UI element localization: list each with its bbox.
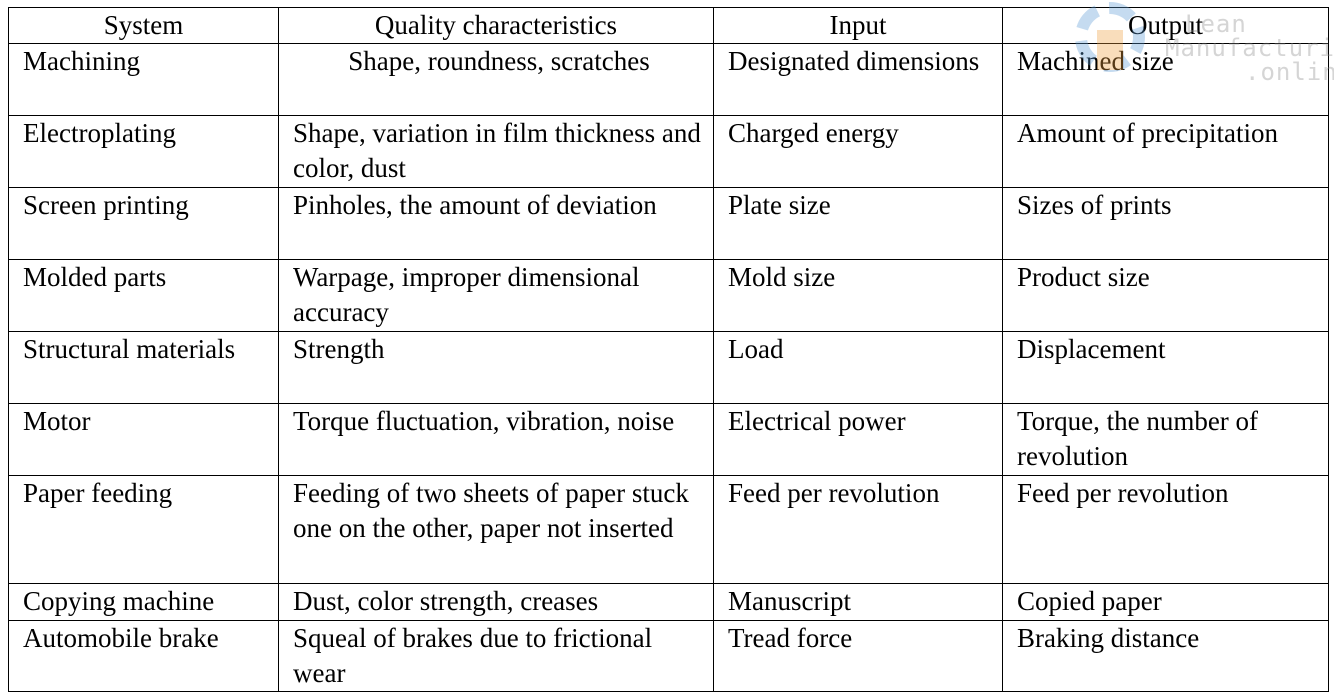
quality-characteristics-table: System Quality characteristics Input Out… <box>8 7 1329 692</box>
cell-input: Manuscript <box>713 583 1003 621</box>
header-output: Output <box>1002 7 1329 44</box>
cell-output: Machined size <box>1002 43 1329 116</box>
cell-output: Braking distance <box>1002 620 1329 692</box>
table-row: Paper feeding Feeding of two sheets of pa… <box>8 475 1329 584</box>
cell-input: Mold size <box>713 259 1003 332</box>
cell-quality: Feeding of two sheets of paper stuck one… <box>278 475 714 584</box>
table-row: Motor Torque fluctuation, vibration, nois… <box>8 403 1329 476</box>
cell-input: Designated dimensions <box>713 43 1003 116</box>
cell-input: Tread force <box>713 620 1003 692</box>
cell-input: Load <box>713 331 1003 404</box>
cell-output: Product size <box>1002 259 1329 332</box>
cell-system: Screen printing <box>8 187 279 260</box>
cell-quality: Shape, variation in film thickness and c… <box>278 115 714 188</box>
cell-quality: Squeal of brakes due to frictional wear <box>278 620 714 692</box>
cell-quality: Pinholes, the amount of deviation <box>278 187 714 260</box>
table-row: Screen printing Pinholes, the amount of d… <box>8 187 1329 260</box>
table-row: Molded parts Warpage, improper dimensiona… <box>8 259 1329 332</box>
header-quality: Quality characteristics <box>278 7 714 44</box>
header-system: System <box>8 7 279 44</box>
table-row: Electroplating Shape, variation in film t… <box>8 115 1329 188</box>
cell-system: Electroplating <box>8 115 279 188</box>
cell-input: Feed per revolution <box>713 475 1003 584</box>
cell-system: Structural materials <box>8 331 279 404</box>
table-row: Copying machine Dust, color strength, cre… <box>8 583 1329 621</box>
cell-quality: Torque fluctuation, vibration, noise <box>278 403 714 476</box>
cell-system: Molded parts <box>8 259 279 332</box>
cell-output: Amount of precipitation <box>1002 115 1329 188</box>
cell-input: Electrical power <box>713 403 1003 476</box>
cell-system: Copying machine <box>8 583 279 621</box>
table-row: Automobile brake Squeal of brakes due to … <box>8 620 1329 692</box>
cell-output: Sizes of prints <box>1002 187 1329 260</box>
cell-quality: Shape, roundness, scratches <box>278 43 714 116</box>
cell-system: Motor <box>8 403 279 476</box>
cell-output: Displacement <box>1002 331 1329 404</box>
cell-output: Torque, the number of revolution <box>1002 403 1329 476</box>
cell-input: Charged energy <box>713 115 1003 188</box>
cell-quality: Dust, color strength, creases <box>278 583 714 621</box>
cell-system: Paper feeding <box>8 475 279 584</box>
table-row: Structural materials Strength Load Displace… <box>8 331 1329 404</box>
cell-system: Automobile brake <box>8 620 279 692</box>
cell-output: Copied paper <box>1002 583 1329 621</box>
cell-quality: Warpage, improper dimensional accuracy <box>278 259 714 332</box>
cell-output: Feed per revolution <box>1002 475 1329 584</box>
cell-system: Machining <box>8 43 279 116</box>
header-input: Input <box>713 7 1003 44</box>
table-row: Machining Shape, roundness, scratches Desi… <box>8 43 1329 116</box>
cell-input: Plate size <box>713 187 1003 260</box>
table-header-row: System Quality characteristics Input Out… <box>8 7 1329 44</box>
cell-quality: Strength <box>278 331 714 404</box>
